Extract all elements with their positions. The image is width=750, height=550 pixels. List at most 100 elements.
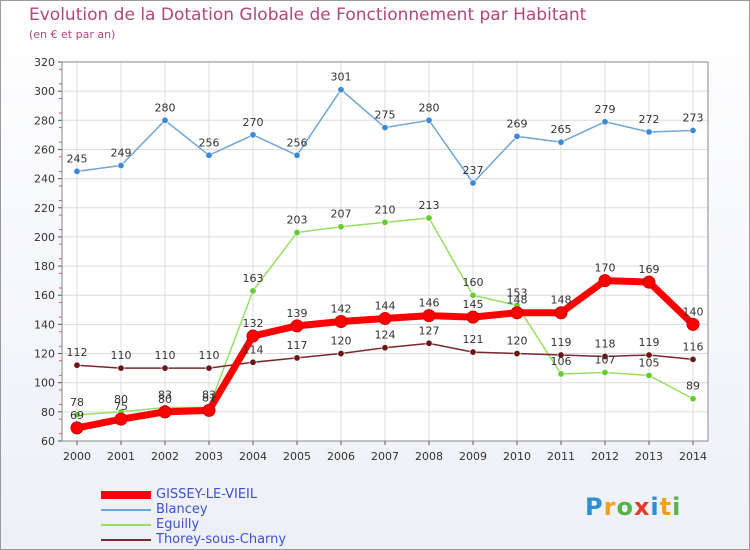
data-label-blancey: 256 <box>287 136 308 149</box>
data-label-eguilly: 106 <box>551 355 572 368</box>
data-point-gissey-le-vieil <box>114 412 128 426</box>
data-label-eguilly: 153 <box>507 286 528 299</box>
data-point-blancey <box>689 127 697 135</box>
y-tick-label: 320 <box>34 56 55 69</box>
data-point-gissey-le-vieil <box>422 309 436 323</box>
data-point-eguilly <box>689 395 697 403</box>
data-label-eguilly: 160 <box>463 276 484 289</box>
data-label-gissey-le-vieil: 148 <box>551 294 572 307</box>
data-label-thorey-sous-charny: 119 <box>551 336 572 349</box>
data-label-blancey: 237 <box>463 164 484 177</box>
data-point-gissey-le-vieil <box>334 314 348 328</box>
data-point-blancey <box>337 86 345 94</box>
data-label-gissey-le-vieil: 148 <box>507 294 528 307</box>
data-label-blancey: 280 <box>419 101 440 114</box>
data-label-gissey-le-vieil: 169 <box>639 263 660 276</box>
x-tick-label: 2003 <box>195 450 223 463</box>
data-label-blancey: 273 <box>683 112 704 125</box>
legend-label-blancey: Blancey <box>156 502 208 517</box>
x-tick-label: 2010 <box>503 450 531 463</box>
data-label-gissey-le-vieil: 145 <box>463 298 484 311</box>
data-point-blancey <box>161 116 169 124</box>
legend-swatch-thorey-sous-charny <box>101 539 151 541</box>
data-point-blancey <box>645 128 653 136</box>
plot-border <box>61 61 709 442</box>
data-label-gissey-le-vieil: 142 <box>331 302 352 315</box>
data-point-thorey-sous-charny <box>73 361 81 369</box>
data-point-blancey <box>73 167 81 175</box>
x-tick-label: 2013 <box>635 450 663 463</box>
data-label-eguilly: 105 <box>639 356 660 369</box>
data-label-blancey: 301 <box>331 71 352 84</box>
data-label-thorey-sous-charny: 121 <box>463 333 484 346</box>
data-label-blancey: 275 <box>375 109 396 122</box>
data-label-gissey-le-vieil: 140 <box>683 305 704 318</box>
legend-swatch-eguilly <box>101 524 151 526</box>
data-point-gissey-le-vieil <box>510 306 524 320</box>
data-point-eguilly <box>645 371 653 379</box>
data-point-eguilly <box>337 223 345 231</box>
data-label-thorey-sous-charny: 117 <box>287 339 308 352</box>
x-tick-label: 2009 <box>459 450 487 463</box>
data-label-eguilly: 78 <box>70 396 84 409</box>
data-label-gissey-le-vieil: 170 <box>595 262 616 275</box>
data-point-blancey <box>469 179 477 187</box>
legend-swatch-gissey-le-vieil <box>101 491 151 499</box>
data-label-blancey: 272 <box>639 113 660 126</box>
chart-subtitle: (en € et par an) <box>29 28 116 41</box>
data-label-thorey-sous-charny: 110 <box>199 349 220 362</box>
y-tick-label: 180 <box>34 260 55 273</box>
data-label-eguilly: 89 <box>686 380 700 393</box>
x-tick-label: 2004 <box>239 450 267 463</box>
y-tick-label: 60 <box>41 435 55 448</box>
data-point-gissey-le-vieil <box>598 274 612 288</box>
data-label-thorey-sous-charny: 112 <box>67 346 88 359</box>
legend-label-gissey-le-vieil: GISSEY-LE-VIEIL <box>156 487 258 502</box>
logo-letter: r <box>603 493 617 521</box>
data-point-blancey <box>205 151 213 159</box>
data-point-eguilly <box>469 291 477 299</box>
data-point-gissey-le-vieil <box>554 306 568 320</box>
data-label-gissey-le-vieil: 132 <box>243 317 264 330</box>
x-tick-label: 2014 <box>679 450 707 463</box>
data-point-blancey <box>117 161 125 169</box>
data-point-eguilly <box>293 229 301 237</box>
logo-letter: P <box>585 493 604 521</box>
data-label-blancey: 279 <box>595 103 616 116</box>
data-point-thorey-sous-charny <box>117 364 125 372</box>
data-label-thorey-sous-charny: 114 <box>243 343 264 356</box>
data-point-gissey-le-vieil <box>378 312 392 326</box>
data-point-thorey-sous-charny <box>513 350 521 358</box>
data-point-thorey-sous-charny <box>645 351 653 359</box>
x-tick-label: 2001 <box>107 450 135 463</box>
data-point-blancey <box>381 124 389 132</box>
data-point-gissey-le-vieil <box>290 319 304 333</box>
data-point-blancey <box>601 118 609 126</box>
logo-letter: i <box>650 493 660 521</box>
data-point-thorey-sous-charny <box>381 344 389 352</box>
data-label-gissey-le-vieil: 69 <box>70 409 84 422</box>
data-point-thorey-sous-charny <box>337 350 345 358</box>
y-tick-label: 200 <box>34 231 55 244</box>
data-point-thorey-sous-charny <box>249 358 257 366</box>
y-tick-label: 280 <box>34 114 55 127</box>
data-point-eguilly <box>249 287 257 295</box>
logo-letter: t <box>659 493 673 521</box>
data-label-eguilly: 210 <box>375 203 396 216</box>
data-point-gissey-le-vieil <box>202 403 216 417</box>
legend-label-eguilly: Eguilly <box>156 517 200 532</box>
data-label-eguilly: 83 <box>202 388 216 401</box>
data-point-gissey-le-vieil <box>158 405 172 419</box>
data-point-gissey-le-vieil <box>70 421 84 435</box>
data-point-blancey <box>293 151 301 159</box>
data-point-thorey-sous-charny <box>205 364 213 372</box>
data-label-blancey: 249 <box>111 146 132 159</box>
data-point-blancey <box>557 138 565 146</box>
data-label-eguilly: 83 <box>158 388 172 401</box>
data-label-blancey: 265 <box>551 123 572 136</box>
data-label-eguilly: 207 <box>331 208 352 221</box>
y-tick-label: 120 <box>34 348 55 361</box>
data-label-thorey-sous-charny: 124 <box>375 329 396 342</box>
y-tick-label: 80 <box>41 406 55 419</box>
data-label-thorey-sous-charny: 116 <box>683 340 704 353</box>
